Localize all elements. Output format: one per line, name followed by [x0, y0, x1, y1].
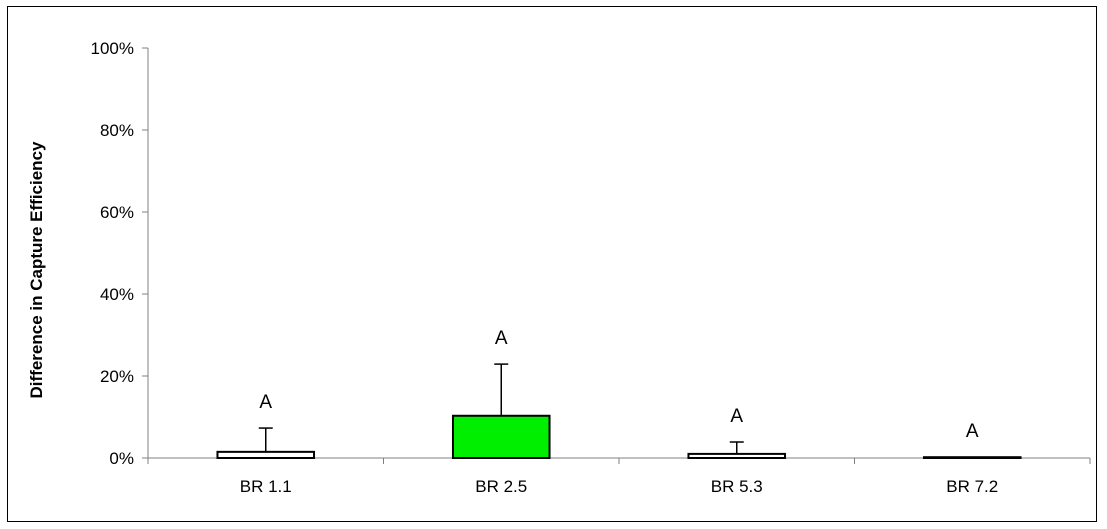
- significance-letter: A: [495, 328, 508, 349]
- bar: [216, 450, 316, 460]
- bar: [451, 414, 551, 459]
- y-tick-label: 80%: [100, 121, 134, 140]
- x-tick-label: BR 7.2: [946, 477, 998, 496]
- significance-letter: A: [259, 392, 272, 413]
- y-tick-label: 0%: [109, 449, 134, 468]
- x-tick-label: BR 2.5: [475, 477, 527, 496]
- bar: [922, 456, 1022, 460]
- x-tick-label: BR 5.3: [711, 477, 763, 496]
- bar: [687, 452, 787, 459]
- significance-letter: A: [966, 421, 979, 442]
- plot-area: 0% 20% 40% 60% 80% 100% A BR 1.1 A BR 2.5 A BR 5.3 A…: [91, 39, 1091, 496]
- y-tick-label: 20%: [100, 367, 134, 386]
- y-tick-label: 40%: [100, 285, 134, 304]
- y-tick-label: 100%: [91, 39, 134, 58]
- x-tick-label: BR 1.1: [240, 477, 292, 496]
- significance-letter: A: [730, 406, 743, 427]
- y-axis-label: Difference in Capture Efficiency: [27, 141, 46, 399]
- chart-frame: [7, 6, 1097, 522]
- y-tick-label: 60%: [100, 203, 134, 222]
